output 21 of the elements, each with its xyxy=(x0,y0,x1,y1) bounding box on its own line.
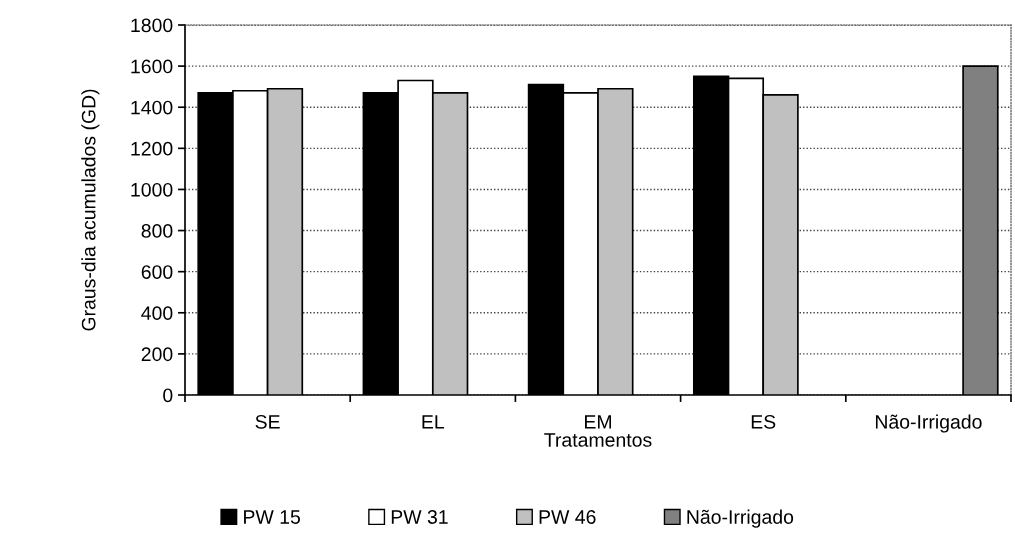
y-tick-label: 0 xyxy=(163,388,173,403)
y-tick-label: 400 xyxy=(141,306,173,321)
y-axis-title: Graus-dia acumulados (GD) xyxy=(81,89,100,331)
legend-label: PW 31 xyxy=(391,510,448,524)
x-tick-label: ES xyxy=(751,414,776,429)
legend-label: Não-Irrigado xyxy=(687,509,794,528)
legend-label: PW 15 xyxy=(244,510,300,524)
y-tick-label: 1400 xyxy=(131,100,173,115)
y-tick-label: 1000 xyxy=(131,182,173,197)
x-tick-label: EL xyxy=(422,415,445,429)
y-tick-label: 200 xyxy=(141,347,173,362)
legend-label: PW 46 xyxy=(539,510,596,524)
y-tick-label: 1200 xyxy=(131,141,173,156)
x-tick-label: EM xyxy=(585,415,611,429)
y-tick-label: 1600 xyxy=(131,59,173,74)
x-axis-title: Tratamentos xyxy=(544,433,652,447)
y-tick-label: 600 xyxy=(141,265,173,279)
y-tick-label: 1800 xyxy=(131,18,173,33)
y-tick-label: 800 xyxy=(141,224,173,238)
x-tick-label: SE xyxy=(255,414,280,429)
x-tick-label: Não-Irrigado xyxy=(875,414,982,433)
